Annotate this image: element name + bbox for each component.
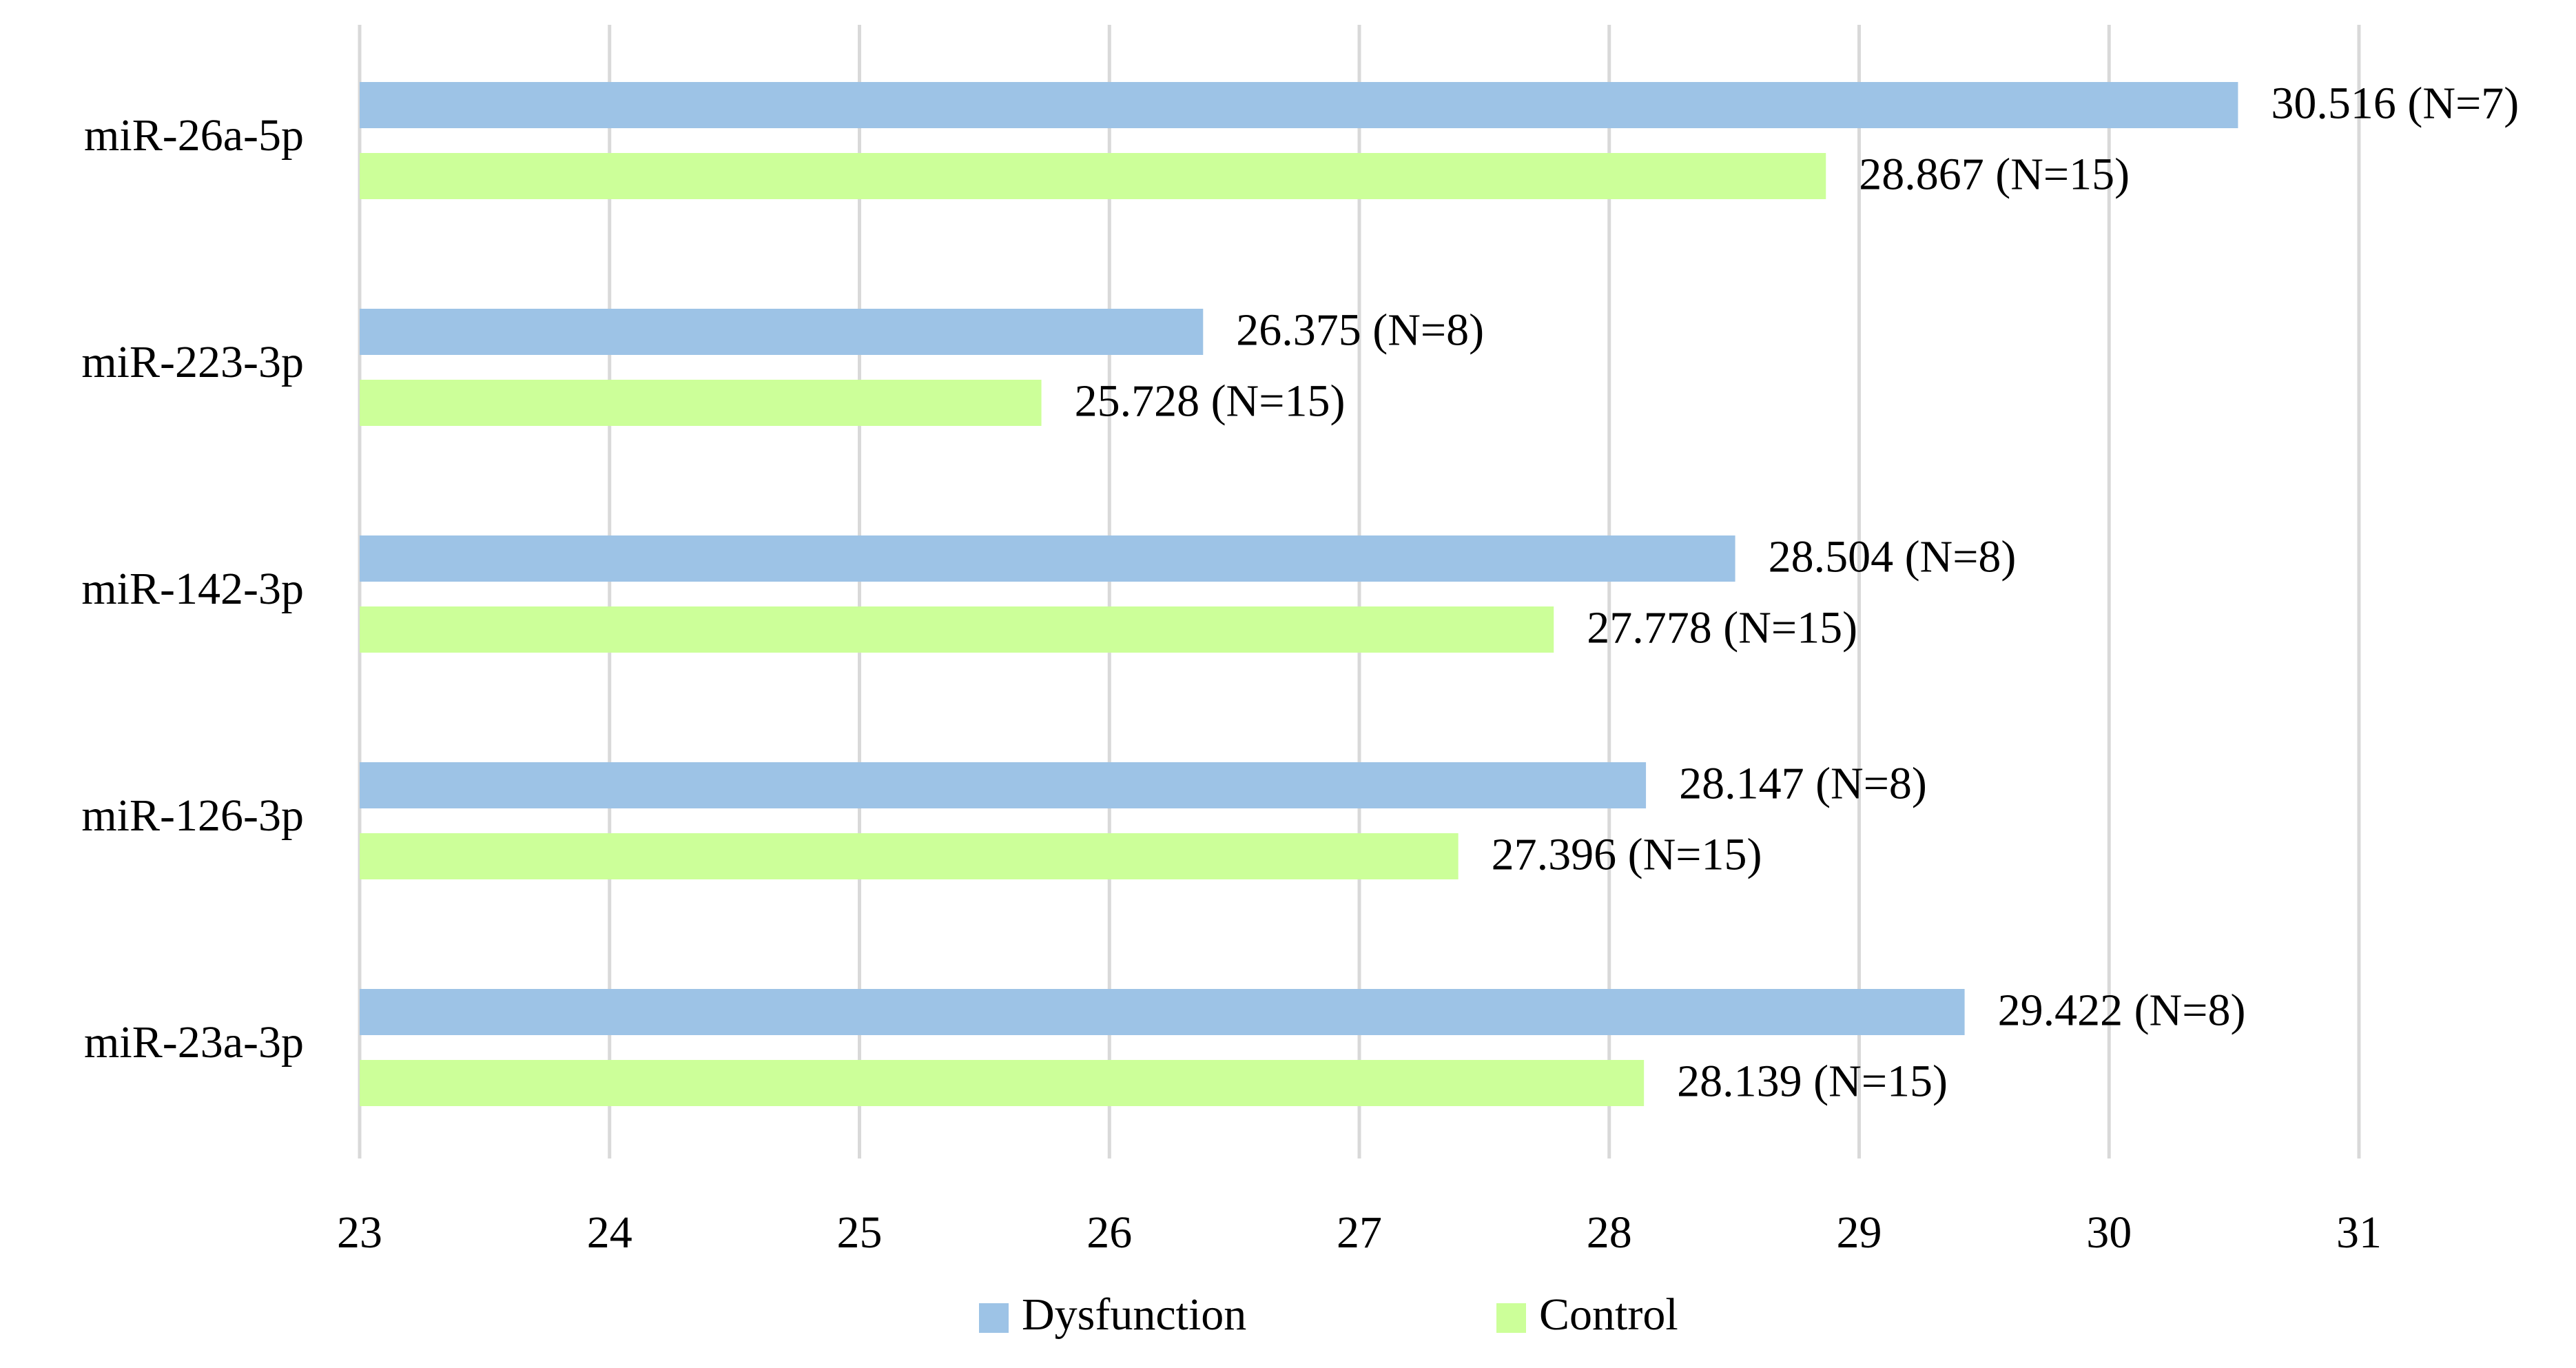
bar (360, 153, 1826, 199)
x-tick-label: 28 (1587, 1207, 1632, 1258)
value-label: 25.728 (N=15) (1075, 376, 1346, 427)
legend-label: Control (1539, 1289, 1678, 1340)
x-tick-label: 24 (587, 1207, 632, 1258)
legend-swatch (979, 1303, 1009, 1333)
x-tick-label: 29 (1837, 1207, 1882, 1258)
bar (360, 833, 1459, 879)
value-label: 30.516 (N=7) (2271, 79, 2519, 129)
bar (360, 606, 1554, 653)
y-tick-label: miR-126-3p (81, 790, 304, 841)
x-tick-label: 31 (2336, 1207, 2382, 1258)
legend-label: Dysfunction (1022, 1289, 1246, 1340)
y-tick-label: miR-23a-3p (84, 1017, 304, 1068)
value-label: 28.147 (N=8) (1679, 759, 1927, 809)
value-label: 28.867 (N=15) (1859, 150, 2130, 200)
x-tick-label: 25 (837, 1207, 883, 1258)
bar (360, 535, 1735, 582)
value-label: 26.375 (N=8) (1236, 305, 1484, 356)
y-tick-label: miR-142-3p (81, 564, 304, 614)
x-tick-label: 27 (1337, 1207, 1382, 1258)
bar (360, 380, 1042, 426)
bar (360, 82, 2238, 128)
x-tick-label: 23 (337, 1207, 382, 1258)
value-label: 27.396 (N=15) (1492, 830, 1762, 880)
bar (360, 1060, 1645, 1106)
value-label: 29.422 (N=8) (1998, 986, 2246, 1036)
value-label: 28.139 (N=15) (1677, 1056, 1948, 1107)
bar (360, 309, 1204, 355)
value-label: 27.778 (N=15) (1587, 603, 1857, 653)
x-tick-label: 30 (2086, 1207, 2132, 1258)
y-tick-label: miR-26a-5p (84, 110, 304, 161)
y-tick-label: miR-223-3p (81, 337, 304, 387)
legend-swatch (1496, 1303, 1526, 1333)
bar (360, 989, 1965, 1035)
bar (360, 762, 1647, 808)
value-label: 28.504 (N=8) (1769, 532, 2017, 582)
x-tick-label: 26 (1086, 1207, 1132, 1258)
